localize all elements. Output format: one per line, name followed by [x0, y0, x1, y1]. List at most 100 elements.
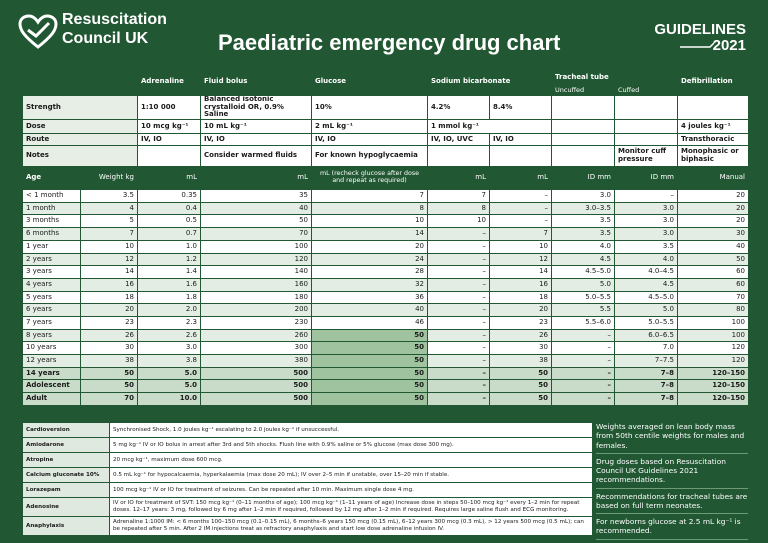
value-cell: – [551, 379, 615, 394]
value-cell: 20 [677, 214, 749, 229]
drug-row: Anaphylaxis Adrenaline 1:1000 IM: < 6 mon… [22, 516, 593, 536]
value-cell: 7 [311, 189, 428, 203]
value-cell: – [427, 239, 490, 254]
value-cell: 3.0 [551, 189, 615, 203]
column-header: Weight kg [80, 166, 138, 191]
value-cell: 28 [311, 265, 428, 279]
value-cell: – [427, 354, 490, 368]
value-cell: 30 [677, 227, 749, 241]
tr: Age Weight kg mL mL mL (recheck glucose afte… [22, 166, 749, 191]
value-cell: 120 [677, 341, 749, 355]
value-cell: 6.0–6.5 [614, 328, 678, 343]
row-label: Route [22, 133, 138, 147]
value-cell: 1.8 [137, 290, 201, 305]
value-cell: 20 [677, 189, 749, 203]
value-cell: 3.0–3.5 [551, 201, 615, 216]
drug-name: Lorazepam [22, 482, 110, 498]
org-line: Council UK [62, 30, 149, 47]
age-cell: 3 years [22, 265, 81, 279]
drug-row: Lorazepam 100 mcg kg⁻¹ IV or IO for treat… [22, 482, 593, 498]
value-cell: 120–150 [677, 379, 749, 394]
age-cell: 14 years [22, 366, 81, 381]
group-header: Defibrillation [677, 68, 749, 96]
value-cell: 7–8 [614, 379, 678, 394]
value-cell: 300 [200, 341, 312, 355]
value-cell: 180 [200, 290, 312, 305]
value-cell: 4.5 [614, 277, 678, 292]
value-cell: 70 [200, 227, 312, 241]
value-cell: 0.5 [137, 214, 201, 229]
group-header: Adrenaline [137, 68, 201, 96]
value-cell: 14 [489, 265, 552, 279]
group-header: Glucose [311, 68, 428, 96]
value-cell: 32 [311, 277, 428, 292]
footnote: For newborns glucose at 2.5 mL kg⁻¹ is r… [596, 517, 748, 540]
cell: Monophasic or biphasic [677, 145, 749, 168]
value-cell: 500 [200, 366, 312, 381]
age-cell: 1 year [22, 239, 81, 254]
value-cell: 50 [311, 366, 428, 381]
age-cell: 1 month [22, 201, 81, 216]
table-row: Adult 70 10.0 500 50–50–7–8 120–150 [22, 392, 749, 406]
tbody: Cardioversion Synchronised Shock, 1.0 jou… [22, 422, 593, 536]
cell [614, 133, 678, 147]
value-cell: 70 [80, 392, 138, 406]
drug-name: Cardioversion [22, 422, 110, 438]
table-row: 3 months 5 0.5 50 10 10–3.5 3.0 20 [22, 214, 749, 229]
column-header: ID mm [551, 166, 615, 191]
org-name: Resuscitation Council UK [62, 10, 167, 48]
table-row: 10 years 30 3.0 300 50–30–7.0 120 [22, 341, 749, 355]
value-cell: 7–7.5 [614, 354, 678, 368]
value-cell: 0.7 [137, 227, 201, 241]
drug-description: 100 mcg kg⁻¹ IV or IO for treatment of s… [109, 482, 593, 498]
value-cell: – [427, 227, 490, 241]
value-cell: 7–8 [614, 392, 678, 406]
value-cell: 5 [80, 214, 138, 229]
value-cell: 7–8 [614, 366, 678, 381]
tr: Notes Consider warmed fluids For known h… [22, 145, 749, 168]
value-cell: 4.5–5.0 [614, 290, 678, 305]
cell: 2 mL kg⁻¹ [311, 119, 428, 135]
value-cell: 18 [489, 290, 552, 305]
cell [551, 94, 615, 121]
age-cell: Adult [22, 392, 81, 406]
age-cell: Adolescent [22, 379, 81, 394]
drug-row: Cardioversion Synchronised Shock, 1.0 jou… [22, 422, 593, 438]
cell: 10% [311, 94, 428, 121]
value-cell: 500 [200, 392, 312, 406]
value-cell: – [551, 366, 615, 381]
cell [137, 145, 201, 168]
guidelines-badge: GUIDELINES 2021 [640, 22, 746, 54]
value-cell: 7.0 [614, 341, 678, 355]
value-cell: 380 [200, 354, 312, 368]
value-cell: 26 [489, 328, 552, 343]
value-cell: 20 [677, 201, 749, 216]
value-cell: 50 [489, 392, 552, 406]
value-cell: – [427, 315, 490, 330]
cell [614, 94, 678, 121]
value-cell: 20 [80, 303, 138, 317]
column-header: mL (recheck glucose after dose and repea… [311, 166, 428, 191]
drug-row: Atropine 20 mcg kg⁻¹, maximum dose 600 mc… [22, 452, 593, 468]
value-cell: – [614, 189, 678, 203]
cell [614, 119, 678, 135]
age-cell: 8 years [22, 328, 81, 343]
drug-table: Adrenaline Fluid bolus Glucose Sodium bi… [22, 68, 749, 406]
value-cell: 12 [80, 252, 138, 267]
value-cell: 4.0 [614, 252, 678, 267]
value-cell: 38 [80, 354, 138, 368]
table-row: 2 years 12 1.2 120 24–12 4.5 4.0 50 [22, 252, 749, 267]
value-cell: 24 [311, 252, 428, 267]
value-cell: 12 [489, 252, 552, 267]
cell: IV, IO [200, 133, 312, 147]
cell: IV, IO [311, 133, 428, 147]
table-row: 4 years 16 1.6 160 32–16 5.0 4.5 60 [22, 277, 749, 292]
table-row: 5 years 18 1.8 180 36–18 5.0–5.5 4.5–5.0 70 [22, 290, 749, 305]
age-cell: 12 years [22, 354, 81, 368]
value-cell: 10 [489, 239, 552, 254]
value-cell: – [489, 214, 552, 229]
cell: 10 mL kg⁻¹ [200, 119, 312, 135]
table-row: 12 years 38 3.8 380 50–38–7–7.5 120 [22, 354, 749, 368]
table-row: 8 years 26 2.6 260 50–26–6.0–6.5 100 [22, 328, 749, 343]
